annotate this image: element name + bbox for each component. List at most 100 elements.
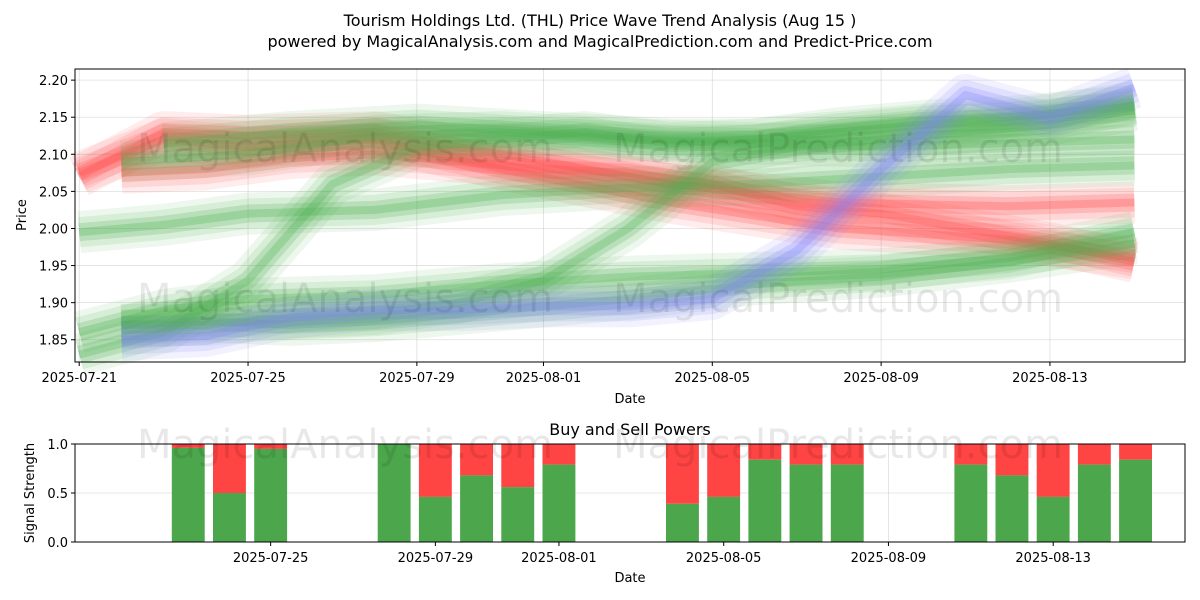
y-tick-label: 1.95 <box>39 260 68 275</box>
trend-band-green <box>77 150 1135 248</box>
top-y-axis-label: Price <box>15 199 30 231</box>
watermark: MagicalAnalysis.com <box>137 422 553 468</box>
trend-band-green <box>73 211 1139 353</box>
trend-band-green <box>75 87 1137 370</box>
sell-power-bar <box>1077 444 1111 465</box>
y-tick-label: 2.10 <box>39 148 68 163</box>
x-tick-label: 2025-07-29 <box>398 551 474 566</box>
trend-band-green <box>120 111 1136 183</box>
sell-power-bar <box>954 444 988 465</box>
sell-power-bar <box>254 444 288 449</box>
trend-band-green <box>120 222 1138 346</box>
trend-band-green <box>121 128 1135 166</box>
sell-power-bar <box>171 444 205 448</box>
top-axes-frame <box>74 68 1186 363</box>
y-tick-label: 2.15 <box>39 111 68 126</box>
y-tick-label: 2.00 <box>39 222 68 237</box>
bottom-y-ticks: 0.0 0.5 1.0 <box>47 438 75 551</box>
bottom-chart-title: Buy and Sell Powers <box>549 420 711 439</box>
buy-power-bar <box>666 503 699 542</box>
trend-band-red <box>75 123 1135 216</box>
sell-power-bar <box>995 444 1029 476</box>
y-tick-label: 1.85 <box>39 334 68 349</box>
bottom-x-axis-label: Date <box>614 571 645 586</box>
watermark: MagicalPrediction.com <box>613 126 1063 172</box>
trend-band-red <box>121 150 1136 266</box>
top-y-ticks: 1.85 1.90 1.95 2.00 2.05 2.10 2.15 2.20 <box>39 74 75 349</box>
buy-power-bar <box>418 496 452 542</box>
trend-band-red <box>120 133 1139 283</box>
chart-title: Tourism Holdings Ltd. (THL) Price Wave T… <box>343 11 857 30</box>
x-tick-label: 2025-08-01 <box>521 551 597 566</box>
buy-power-bar <box>213 493 246 542</box>
buy-power-bar <box>954 464 988 542</box>
trend-band-blue <box>120 73 1140 355</box>
trend-band-green <box>120 123 1135 171</box>
x-tick-label: 2025-08-05 <box>675 371 751 386</box>
top-bands <box>69 67 1142 375</box>
trend-band-green <box>78 156 1135 242</box>
x-tick-label: 2025-08-13 <box>1012 371 1088 386</box>
sell-power-bar <box>460 444 493 476</box>
buy-power-bar <box>830 464 864 542</box>
trend-band-green <box>121 89 1139 346</box>
trend-band-blue <box>121 83 1136 344</box>
trend-band-green <box>162 91 1136 159</box>
bottom-bars <box>171 444 1152 542</box>
x-tick-label: 2025-07-29 <box>379 371 455 386</box>
trend-band-green <box>121 105 1136 329</box>
trend-band-blue <box>121 79 1138 349</box>
trend-band-green <box>121 95 1137 340</box>
top-grid <box>75 69 1185 362</box>
trend-band-red <box>69 111 1136 228</box>
buy-power-bar <box>1119 459 1152 542</box>
trend-band-green <box>78 228 1136 337</box>
trend-band-red <box>75 130 1136 268</box>
buy-power-bar <box>748 459 782 542</box>
y-tick-label: 1.90 <box>39 297 68 312</box>
top-x-axis-label: Date <box>614 392 645 407</box>
bottom-x-ticks: 2025-07-25 2025-07-29 2025-08-01 2025-08-05… <box>233 542 1091 566</box>
sell-power-bar <box>418 444 452 497</box>
trend-band-green <box>76 93 1136 364</box>
trend-band-red <box>73 124 1137 274</box>
buy-power-bar <box>377 444 411 542</box>
trend-band-red <box>121 145 1137 271</box>
bottom-y-axis-label: Signal Strength <box>23 443 38 543</box>
sell-power-bar <box>748 444 782 460</box>
watermark: MagicalAnalysis.com <box>137 276 553 322</box>
trend-band-green <box>121 239 1135 329</box>
top-watermarks: MagicalAnalysis.com MagicalPrediction.co… <box>137 126 1063 322</box>
y-tick-label: 0.0 <box>47 536 68 551</box>
trend-band-red <box>77 135 1135 263</box>
buy-power-bar <box>254 448 288 542</box>
trend-band-green <box>76 223 1137 342</box>
trend-band-red <box>77 128 1135 211</box>
trend-band-green <box>120 228 1137 340</box>
trend-band-red <box>120 139 1138 277</box>
trend-band-green <box>162 97 1136 153</box>
sell-power-bar <box>830 444 864 465</box>
trend-band-green <box>78 161 1135 237</box>
watermark: MagicalPrediction.com <box>613 422 1063 468</box>
trend-band-green <box>121 100 1136 334</box>
trend-band-green <box>73 81 1138 375</box>
buy-power-bar <box>460 475 493 542</box>
sell-power-bar <box>213 444 246 493</box>
trend-band-red <box>72 117 1135 222</box>
buy-power-bar <box>1077 464 1111 542</box>
sell-power-bar <box>789 444 823 465</box>
trend-band-green <box>75 217 1138 347</box>
trend-band-green <box>163 102 1135 148</box>
buy-power-bar <box>501 487 535 542</box>
buy-power-bar <box>1036 496 1070 542</box>
sell-power-bar <box>707 444 741 497</box>
buy-power-bar <box>789 464 823 542</box>
y-tick-label: 0.5 <box>47 487 68 502</box>
trend-band-green <box>77 144 1136 254</box>
x-tick-label: 2025-08-05 <box>686 551 762 566</box>
trend-band-red <box>71 118 1138 279</box>
sell-power-bar <box>1036 444 1070 497</box>
sell-power-bar <box>501 444 535 488</box>
